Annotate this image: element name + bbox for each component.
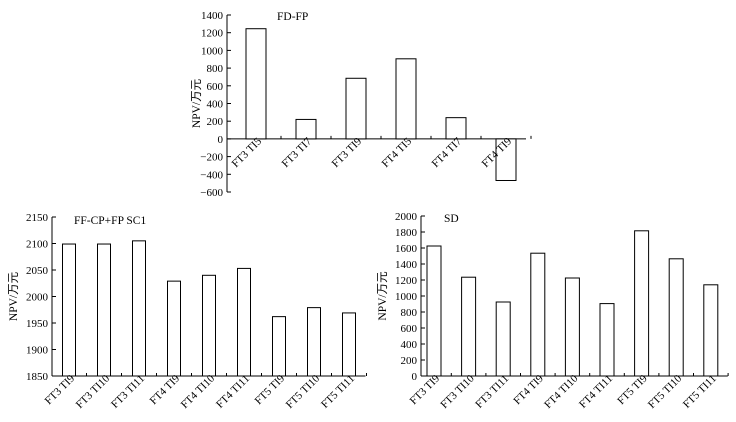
y-tick-label: 600 (207, 81, 224, 93)
y-tick-label: 1200 (395, 275, 418, 287)
x-tick-label: FT3 TI11 (473, 373, 511, 411)
bar (668, 258, 684, 377)
chart-title: FF-CP+FP SC1 (74, 215, 146, 227)
bar (395, 58, 417, 140)
y-tick-label: 1400 (201, 10, 224, 22)
bar (461, 276, 477, 377)
bar (345, 77, 367, 140)
x-tick-label: FT3 TI5 (230, 135, 265, 170)
x-tick-label: FT3 TI10 (438, 372, 477, 411)
x-tick-label: FT4 TI11 (214, 373, 252, 411)
bar (295, 118, 317, 140)
y-tick-label: 1800 (395, 227, 418, 239)
x-tick-label: FT3 TI9 (330, 135, 365, 170)
y-tick-label: −400 (200, 169, 223, 181)
y-tick-label: 2100 (26, 239, 49, 251)
bar (307, 307, 321, 377)
bar (132, 240, 146, 377)
chart-title: FD-FP (277, 11, 308, 23)
x-tick-label: FT5 TI11 (681, 373, 719, 411)
y-tick-label: 1850 (26, 371, 49, 383)
y-axis-label: NPV/万元 (377, 271, 389, 321)
x-tick-label: FT4 TI9 (511, 372, 546, 407)
y-tick-label: 2150 (26, 212, 49, 224)
y-tick-label: 2050 (26, 265, 49, 277)
bar (237, 267, 251, 377)
bar (530, 252, 546, 377)
bar (564, 277, 580, 377)
y-axis-label: NPV/万元 (8, 271, 20, 321)
x-tick-label: FT4 TI11 (577, 373, 615, 411)
bar (62, 243, 76, 377)
bar (202, 274, 216, 377)
y-tick-label: −200 (200, 152, 223, 164)
x-tick-label: FT4 TI10 (179, 372, 218, 411)
y-tick-label: 1950 (26, 318, 49, 330)
x-tick-label: FT3 TI10 (74, 372, 113, 411)
y-tick-label: 800 (401, 307, 418, 319)
x-tick-label: FT4 TI7 (430, 135, 465, 170)
x-tick-label: FT5 TI10 (284, 372, 323, 411)
y-tick-label: 2000 (26, 292, 49, 304)
bar (599, 303, 615, 377)
x-tick-label: FT5 TI9 (615, 372, 650, 407)
x-tick-label: FT5 TI9 (253, 372, 288, 407)
y-tick-label: 200 (207, 116, 224, 128)
y-tick-label: 1900 (26, 345, 49, 357)
x-tick-label: FT4 TI5 (380, 135, 415, 170)
y-tick-label: 0 (218, 134, 224, 146)
bar (272, 316, 286, 377)
bar (445, 117, 467, 140)
bar (342, 312, 356, 377)
y-tick-label: 1400 (395, 259, 418, 271)
y-tick-label: 1000 (395, 291, 418, 303)
x-tick-label: FT5 TI10 (646, 372, 685, 411)
chart-title: SD (444, 213, 459, 225)
bar (703, 284, 719, 377)
chart-ff-cp-fp: FF-CP+FP SC1 NPV/万元 2150 2100 2050 2000 1950 19… (8, 212, 367, 411)
chart-sd: SDNPV/万元20001800160014001200100080060040… (377, 211, 729, 411)
bar (167, 280, 181, 377)
x-tick-label: FT4 TI10 (542, 372, 581, 411)
bar (495, 138, 517, 181)
bar (495, 301, 511, 377)
bar (97, 243, 111, 377)
bar (245, 28, 267, 140)
x-tick-label: FT3 TI11 (109, 373, 147, 411)
y-tick-label: 2000 (395, 211, 418, 223)
y-tick-label: 1000 (201, 45, 224, 57)
y-tick-label: 800 (207, 63, 224, 75)
bar (426, 245, 442, 377)
y-tick-label: −600 (200, 187, 223, 199)
bar (634, 230, 650, 377)
y-tick-label: 0 (412, 371, 418, 383)
y-tick-label: 1600 (395, 243, 418, 255)
y-axis-label: NPV/万元 (191, 78, 203, 128)
x-tick-label: FT5 TI11 (319, 373, 357, 411)
chart-fd-fp: FD-FP NPV/万元 1400 1200 1000 800 600 400 200 0 −200… (191, 10, 532, 199)
x-tick-label: FT3 TI7 (280, 135, 315, 170)
x-tick-label: FT4 TI9 (148, 372, 183, 407)
y-tick-label: 400 (207, 99, 224, 111)
y-tick-label: 1200 (201, 28, 224, 40)
y-tick-label: 400 (401, 339, 418, 351)
y-tick-label: 200 (401, 355, 418, 367)
y-tick-label: 600 (401, 323, 418, 335)
